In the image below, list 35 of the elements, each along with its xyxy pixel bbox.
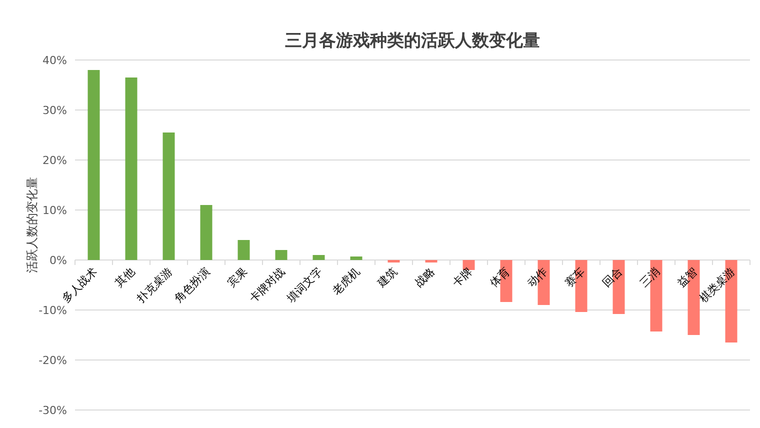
x-tick-label: 多人战术	[60, 264, 100, 306]
y-tick-label: -30%	[38, 404, 67, 417]
bar	[312, 255, 325, 260]
y-axis-title: 活跃人数的变化量	[25, 177, 39, 273]
x-tick-label: 棋类桌游	[697, 264, 738, 306]
x-tick-label: 其他	[112, 264, 138, 290]
x-tick-label: 动作	[525, 264, 550, 290]
y-tick-label: 0%	[50, 254, 67, 267]
x-tick-label: 体育	[488, 264, 512, 290]
x-tick-label: 宾果	[225, 264, 250, 290]
y-tick-label: -10%	[38, 304, 67, 317]
y-tick-label: -20%	[38, 354, 67, 367]
bar	[350, 256, 362, 260]
x-tick-label: 赛车	[562, 264, 588, 290]
y-tick-label: 30%	[42, 104, 67, 117]
bar	[125, 78, 138, 260]
x-tick-label: 卡牌对战	[247, 264, 288, 306]
bar	[162, 132, 175, 260]
bar	[200, 205, 212, 260]
y-tick-label: 40%	[42, 54, 67, 67]
x-tick-label: 卡牌	[450, 264, 475, 290]
bar	[538, 260, 550, 305]
x-tick-label: 角色扮演	[172, 264, 212, 306]
x-tick-label: 三消	[638, 264, 662, 290]
x-tick-label: 回合	[600, 264, 625, 290]
x-tick-label: 建筑	[374, 264, 400, 290]
x-tick-label: 老虎机	[330, 264, 362, 298]
x-tick-label: 益智	[675, 264, 700, 290]
x-tick-label: 战略	[412, 264, 438, 290]
chart-title: 三月各游戏种类的活跃人数变化量	[285, 31, 540, 51]
bar	[88, 70, 100, 260]
y-tick-label: 20%	[42, 154, 67, 167]
bar	[238, 240, 250, 260]
y-tick-label: 10%	[42, 204, 67, 217]
bar	[275, 250, 288, 260]
